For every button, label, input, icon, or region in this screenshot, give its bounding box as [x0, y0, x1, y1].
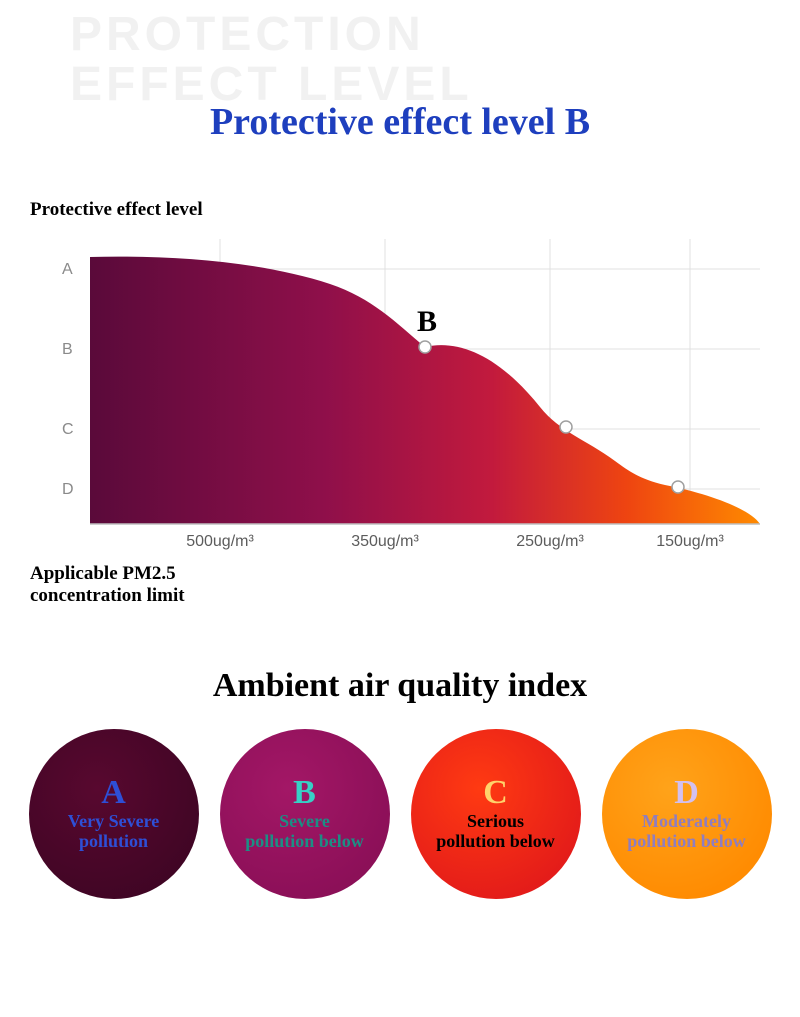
aqi-circle: BSevere pollution below: [220, 729, 390, 899]
aqi-circle-letter: B: [293, 776, 316, 810]
chart-marker: [560, 421, 572, 433]
page-title: Protective effect level B: [0, 0, 800, 144]
aqi-circle-letter: A: [101, 776, 126, 810]
y-tick-label: C: [62, 421, 74, 438]
chart-x-axis-title: Applicable PM2.5 concentration limit: [30, 563, 770, 607]
aqi-circle: CSerious pollution below: [411, 729, 581, 899]
y-tick-label: D: [62, 481, 74, 498]
aqi-circle-caption: Very Severe pollution: [68, 812, 159, 852]
chart-container: Protective effect level A B C D 500ug/m³ 350u…: [30, 199, 770, 607]
y-tick-label: A: [62, 261, 73, 278]
protective-level-chart: A B C D 500ug/m³ 350ug/m³ 250ug/m³ 150ug/m³ B: [30, 229, 770, 559]
aqi-circle: DModerately pollution below: [602, 729, 772, 899]
aqi-circle-caption: Moderately pollution below: [627, 812, 746, 852]
x-tick-label: 250ug/m³: [516, 533, 584, 550]
aqi-circle: AVery Severe pollution: [29, 729, 199, 899]
aqi-circle-letter: C: [483, 776, 508, 810]
chart-area: [90, 257, 760, 524]
aqi-title: Ambient air quality index: [0, 667, 800, 705]
x-tick-label: 500ug/m³: [186, 533, 254, 550]
chart-y-axis-title: Protective effect level: [30, 199, 770, 221]
aqi-circle-caption: Severe pollution below: [245, 812, 364, 852]
aqi-circle-letter: D: [674, 776, 699, 810]
chart-marker-label: B: [417, 305, 437, 338]
aqi-circles-row: AVery Severe pollutionBSevere pollution …: [0, 705, 800, 899]
aqi-circle-caption: Serious pollution below: [436, 812, 555, 852]
chart-marker: [419, 341, 431, 353]
chart-marker: [672, 481, 684, 493]
x-tick-label: 350ug/m³: [351, 533, 419, 550]
x-tick-label: 150ug/m³: [656, 533, 724, 550]
y-tick-label: B: [62, 341, 73, 358]
